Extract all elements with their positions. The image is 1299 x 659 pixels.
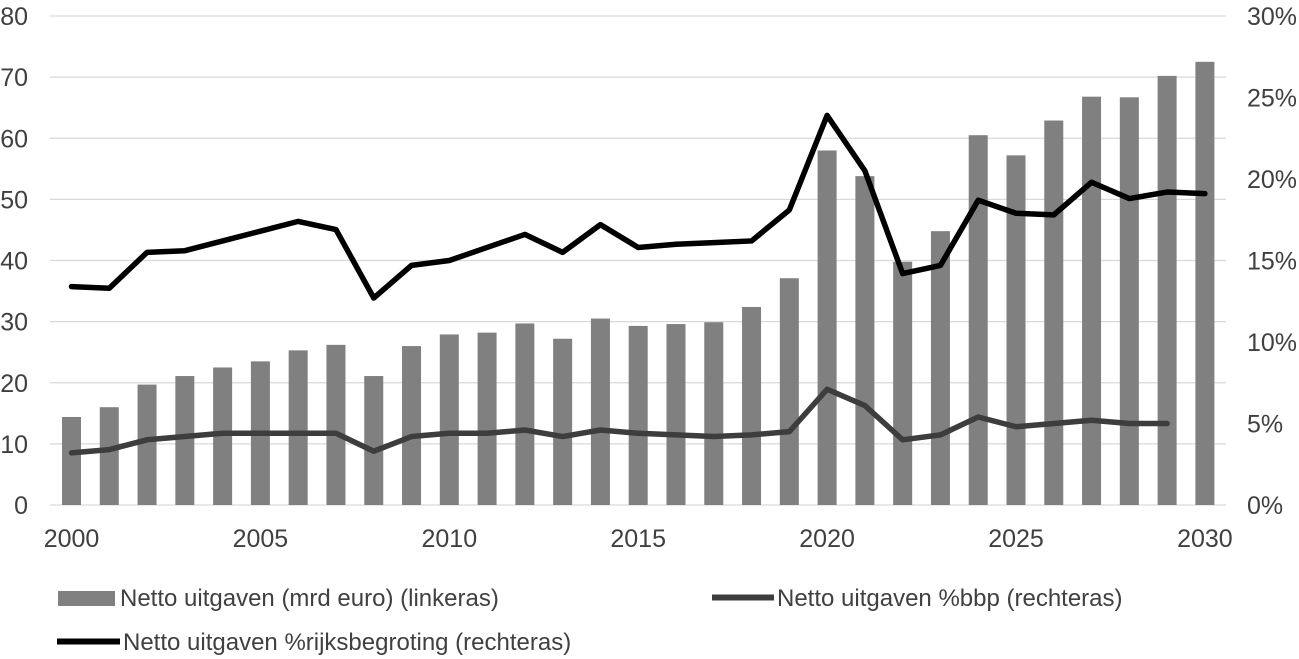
- x-axis-tick-2030: 2030: [1177, 525, 1233, 553]
- x-axis-tick-2015: 2015: [610, 525, 666, 553]
- bar-2011: [477, 332, 497, 505]
- bar-2028: [1119, 97, 1139, 505]
- bar-2008: [364, 376, 384, 505]
- left-axis-tick-0: 0: [14, 492, 28, 520]
- right-axis-tick-15%: 15%: [1247, 248, 1297, 276]
- right-axis-labels: 0% 5% 10% 15% 20% 25% 30%: [1247, 3, 1297, 520]
- bar-2027: [1082, 96, 1102, 505]
- left-axis-tick-10: 10: [0, 431, 28, 459]
- left-axis-tick-60: 60: [0, 125, 28, 153]
- x-axis-tick-2020: 2020: [799, 525, 855, 553]
- line-series: [68, 112, 1208, 456]
- bar-2017: [704, 322, 724, 505]
- left-axis-tick-30: 30: [0, 309, 28, 337]
- bar-2002: [137, 384, 157, 505]
- x-axis-tick-2010: 2010: [421, 525, 477, 553]
- bar-2018: [742, 306, 762, 505]
- x-axis-tick-2005: 2005: [233, 525, 289, 553]
- bar-2004: [213, 367, 233, 505]
- bar-2012: [515, 323, 535, 505]
- right-axis-tick-25%: 25%: [1247, 85, 1297, 113]
- legend: Netto uitgaven (mrd euro) (linkeras) Net…: [57, 585, 1123, 656]
- left-axis-tick-20: 20: [0, 370, 28, 398]
- right-axis-tick-20%: 20%: [1247, 166, 1297, 194]
- bar-2015: [628, 325, 648, 505]
- bar-2029: [1157, 75, 1177, 505]
- bar-2016: [666, 324, 686, 505]
- left-axis-tick-50: 50: [0, 186, 28, 214]
- bar-2019: [779, 278, 799, 505]
- bar-2007: [326, 344, 346, 505]
- right-axis-tick-5%: 5%: [1247, 411, 1283, 439]
- bar-2021: [855, 176, 875, 505]
- bar-2025: [1006, 155, 1026, 506]
- bbp-line: [68, 386, 1170, 456]
- bar-2024: [968, 135, 988, 505]
- left-axis-tick-40: 40: [0, 248, 28, 276]
- bar-2030: [1195, 61, 1215, 505]
- bar-2010: [439, 334, 459, 505]
- bar-2013: [553, 338, 573, 505]
- bar-2006: [288, 350, 308, 505]
- bar-2023: [930, 231, 950, 505]
- gridlines: [50, 15, 1226, 506]
- legend-label-netto-uitgaven-bbp: Netto uitgaven %bbp (rechteras): [777, 585, 1123, 612]
- rijksbegroting-line: [68, 112, 1208, 301]
- left-axis-labels: 0 10 20 30 40 50 60 70 80: [0, 3, 28, 520]
- bar-2014: [590, 318, 610, 505]
- bar-2020: [817, 150, 837, 505]
- bar-2026: [1044, 120, 1064, 506]
- bar-2001: [99, 407, 119, 505]
- bar-series: [62, 61, 1215, 506]
- bar-2000: [62, 416, 81, 505]
- right-axis-tick-0%: 0%: [1247, 492, 1283, 520]
- left-axis-tick-80: 80: [0, 3, 28, 31]
- x-axis-tick-2025: 2025: [988, 525, 1044, 553]
- x-axis-tick-2000: 2000: [44, 525, 100, 553]
- bar-2003: [175, 376, 195, 505]
- legend-swatch-bar: [58, 591, 115, 606]
- legend-label-netto-uitgaven-rijksbegroting: Netto uitgaven %rijksbegroting (rechtera…: [123, 629, 571, 656]
- right-axis-tick-30%: 30%: [1247, 3, 1297, 31]
- x-axis-labels: 2000 2005 2010 2015 2020 2025 2030: [44, 525, 1233, 553]
- left-axis-tick-70: 70: [0, 64, 28, 92]
- bar-2022: [893, 261, 913, 505]
- right-axis-tick-10%: 10%: [1247, 329, 1297, 357]
- bar-2009: [402, 346, 422, 505]
- legend-label-netto-uitgaven-mrd: Netto uitgaven (mrd euro) (linkeras): [120, 585, 499, 612]
